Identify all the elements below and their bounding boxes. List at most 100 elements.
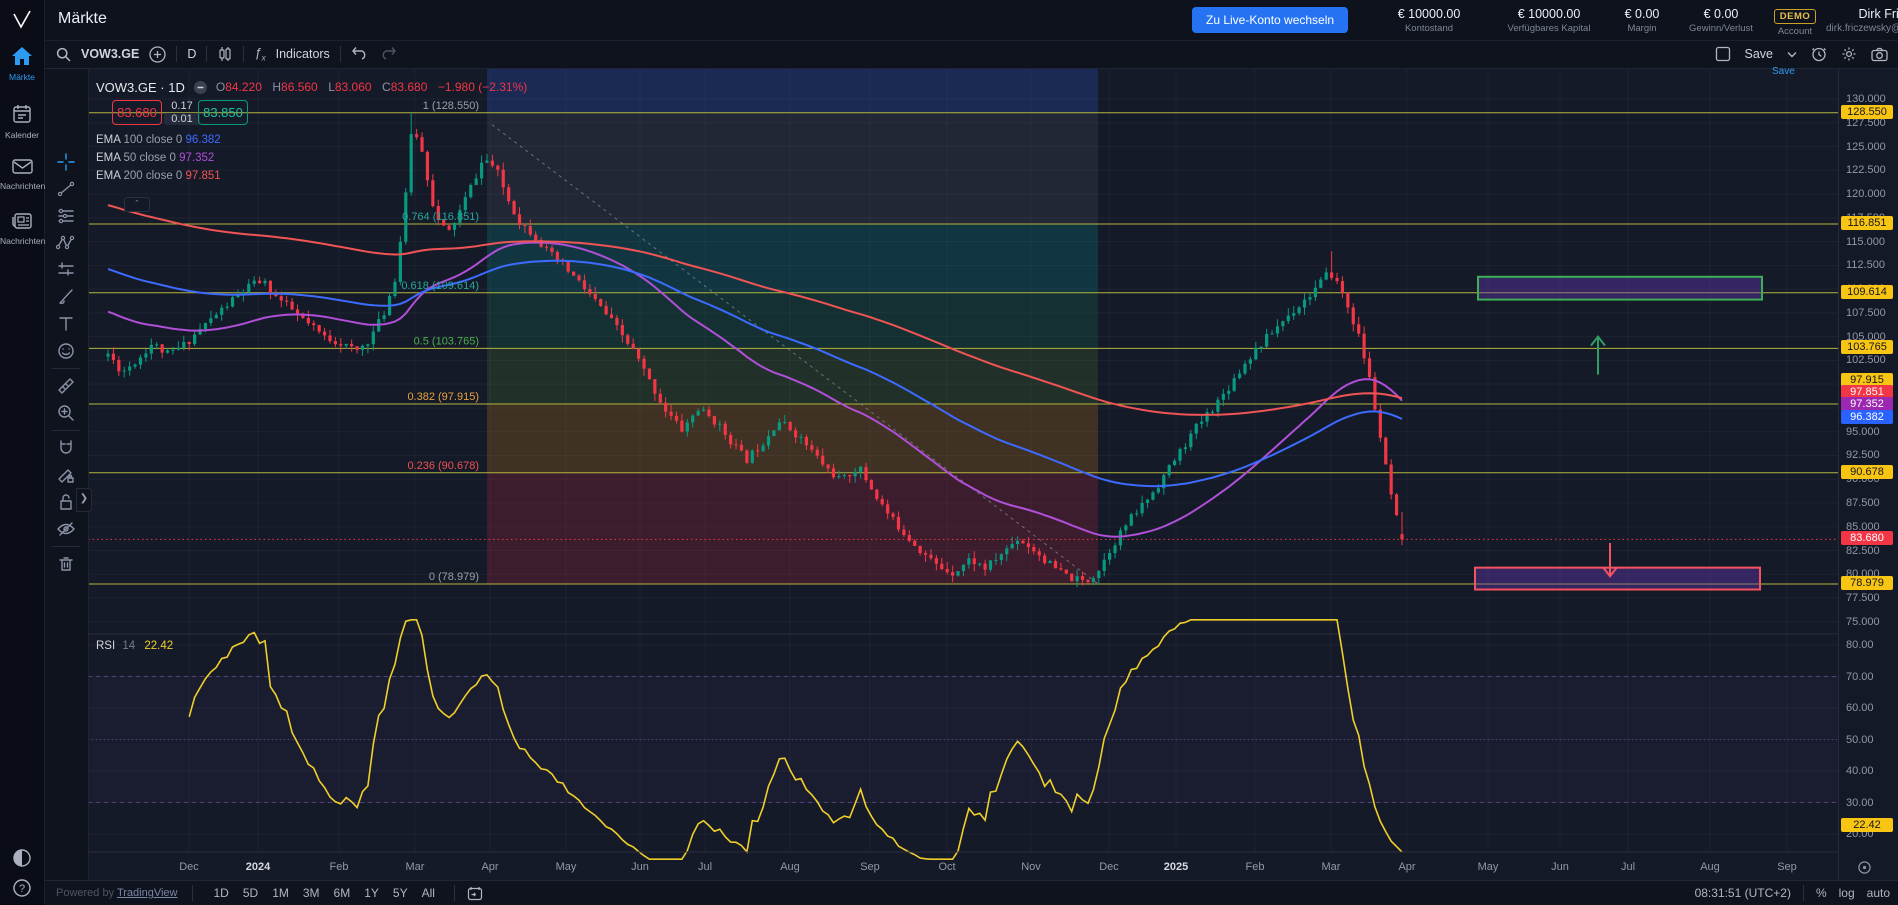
xabcd-pattern-icon[interactable] bbox=[56, 233, 76, 253]
compare-add-icon[interactable] bbox=[149, 45, 166, 63]
chart-svg[interactable]: 1 (128.550) 0.764 (116.851) 0.618 (109.614… bbox=[88, 68, 1838, 880]
theme-toggle-icon[interactable] bbox=[12, 848, 32, 868]
ema-200-legend[interactable]: EMA 200 close 0 97.851 bbox=[96, 170, 221, 182]
ema-100-legend[interactable]: EMA 100 close 0 96.382 bbox=[96, 134, 221, 146]
alert-clock-icon[interactable] bbox=[1811, 46, 1827, 62]
trendline-icon[interactable] bbox=[56, 179, 76, 199]
rsi-badge: 22.42 bbox=[1841, 818, 1893, 833]
range-button-1m[interactable]: 1M bbox=[272, 886, 289, 900]
legend-collapse-icon[interactable] bbox=[193, 80, 208, 95]
interval-button[interactable]: D bbox=[187, 47, 197, 61]
stat-label: Margin bbox=[1627, 23, 1657, 34]
price-badge-78.979: 78.979 bbox=[1841, 576, 1893, 590]
range-button-3m[interactable]: 3M bbox=[302, 886, 320, 900]
rsi-tick-label: 70.00 bbox=[1846, 670, 1874, 683]
spread-display: 0.17 0.01 bbox=[164, 100, 200, 125]
log-scale-button[interactable]: log bbox=[1838, 886, 1855, 900]
chart-canvas[interactable]: 1 (128.550) 0.764 (116.851) 0.618 (109.614… bbox=[88, 68, 1838, 880]
range-button-1d[interactable]: 1D bbox=[213, 886, 229, 900]
sell-button[interactable]: 83.680 bbox=[112, 100, 162, 125]
svg-text:2024: 2024 bbox=[246, 861, 271, 873]
ema-200-line bbox=[107, 204, 1403, 416]
tradingview-link[interactable]: TradingView bbox=[116, 887, 178, 899]
toolbar-divider bbox=[52, 430, 80, 431]
price-tick-label: 102.500 bbox=[1846, 354, 1886, 367]
home-icon bbox=[11, 46, 33, 66]
toolbar-collapse-chevron[interactable]: ❯ bbox=[76, 488, 92, 512]
sidebar-item-nachrichten-news[interactable]: Nachrichten bbox=[0, 212, 45, 246]
range-button-5d[interactable]: 5D bbox=[242, 886, 259, 900]
legend-ohlc: O84.220 H86.560 L83.060 C83.680 −1.980 (… bbox=[215, 80, 528, 94]
layout-icon[interactable] bbox=[1715, 46, 1731, 62]
sidebar-item-kalender[interactable]: Kalender bbox=[0, 104, 44, 140]
toolbar-divider bbox=[191, 885, 193, 901]
goto-date-icon[interactable] bbox=[467, 886, 483, 901]
fx-icon: ƒx bbox=[254, 45, 266, 63]
horizontal-lines-icon[interactable] bbox=[56, 206, 76, 226]
sidebar-item-maerkte[interactable]: Märkte bbox=[0, 46, 44, 82]
switch-live-account-button[interactable]: Zu Live-Konto wechseln bbox=[1192, 7, 1349, 33]
rsi-tick-label: 80.00 bbox=[1846, 639, 1874, 651]
rsi-tick-label: 60.00 bbox=[1846, 702, 1874, 714]
user-info[interactable]: Dirk Friczewsky dirk.friczewsky@gmail.co… bbox=[1826, 7, 1898, 34]
price-axis[interactable]: 130.000127.500125.000122.500120.000117.5… bbox=[1838, 68, 1898, 880]
svg-text:0.618 (109.614): 0.618 (109.614) bbox=[401, 280, 479, 292]
percent-scale-button[interactable]: % bbox=[1815, 886, 1827, 900]
spread-top: 0.17 bbox=[171, 100, 193, 112]
svg-text:Dec: Dec bbox=[179, 861, 199, 873]
unlock-icon[interactable] bbox=[56, 492, 76, 512]
brush-icon[interactable] bbox=[56, 287, 76, 307]
svg-text:Aug: Aug bbox=[1700, 861, 1720, 873]
indicators-button[interactable]: Indicators bbox=[275, 47, 330, 61]
svg-text:Jun: Jun bbox=[631, 861, 649, 873]
symbol-search-input[interactable]: VOW3.GE bbox=[81, 47, 140, 61]
range-button-1y[interactable]: 1Y bbox=[364, 886, 379, 900]
bottom-toolbar: Powered by TradingView 1D 5D 1M 3M 6M 1Y 5Y All… bbox=[44, 880, 1898, 905]
auto-scale-button[interactable]: auto bbox=[1866, 886, 1890, 900]
legend-symbol[interactable]: VOW3.GE · 1D bbox=[96, 79, 185, 95]
help-icon[interactable]: ? bbox=[12, 878, 32, 898]
chart-style-icon[interactable] bbox=[217, 46, 233, 62]
undo-icon[interactable] bbox=[351, 47, 369, 61]
user-email: dirk.friczewsky@gmail.com bbox=[1826, 23, 1898, 34]
search-icon[interactable] bbox=[56, 47, 71, 62]
stat-kontostand: € 10000.00 Kontostand bbox=[1374, 7, 1484, 34]
ema-200-value: 97.851 bbox=[185, 170, 221, 182]
svg-text:0.764 (116.851): 0.764 (116.851) bbox=[402, 211, 479, 223]
range-button-6m[interactable]: 6M bbox=[333, 886, 351, 900]
fib-zone bbox=[487, 68, 1098, 585]
rsi-tick-label: 50.00 bbox=[1846, 733, 1874, 746]
save-button[interactable]: Save bbox=[1744, 47, 1774, 61]
legend-collapse-button[interactable]: ˆ bbox=[124, 197, 150, 212]
drawing-toolbar bbox=[44, 68, 89, 880]
hide-drawings-icon[interactable] bbox=[56, 519, 76, 539]
magnet-icon[interactable] bbox=[56, 438, 76, 458]
trash-icon[interactable] bbox=[56, 554, 76, 574]
toolbar-divider bbox=[1802, 885, 1804, 901]
clock-display[interactable]: 08:31:51 (UTC+2) bbox=[1694, 886, 1791, 900]
buy-button[interactable]: 83.850 bbox=[198, 100, 248, 125]
price-tick-label: 105.000 bbox=[1846, 330, 1886, 343]
chevron-down-icon[interactable] bbox=[1787, 51, 1797, 58]
zoom-in-icon[interactable] bbox=[56, 403, 76, 423]
text-icon[interactable] bbox=[56, 314, 76, 334]
svg-text:Dec: Dec bbox=[1099, 861, 1119, 873]
draw-lock-icon[interactable] bbox=[56, 465, 76, 485]
range-button-5y[interactable]: 5Y bbox=[392, 886, 408, 900]
camera-icon[interactable] bbox=[1871, 47, 1888, 62]
long-short-icon[interactable] bbox=[56, 260, 76, 280]
emoji-icon[interactable] bbox=[56, 341, 76, 361]
gear-icon[interactable] bbox=[1841, 46, 1857, 62]
ema-50-legend[interactable]: EMA 50 close 0 97.352 bbox=[96, 152, 215, 164]
crosshair-icon[interactable] bbox=[56, 152, 76, 172]
pane-settings-icon[interactable] bbox=[1857, 860, 1872, 875]
ruler-icon[interactable] bbox=[56, 376, 76, 396]
account-type: DEMO Account bbox=[1772, 6, 1818, 37]
trendline-dashed bbox=[491, 124, 1099, 585]
range-button-all[interactable]: All bbox=[421, 886, 435, 900]
stat-margin: € 0.00 Margin bbox=[1612, 7, 1672, 34]
sidebar-item-nachrichten-mail[interactable]: Nachrichten bbox=[0, 158, 45, 191]
price-tick-label: 120.000 bbox=[1846, 188, 1886, 201]
rsi-legend[interactable]: RSI 14 22.42 bbox=[96, 640, 173, 652]
redo-icon[interactable] bbox=[379, 47, 397, 61]
